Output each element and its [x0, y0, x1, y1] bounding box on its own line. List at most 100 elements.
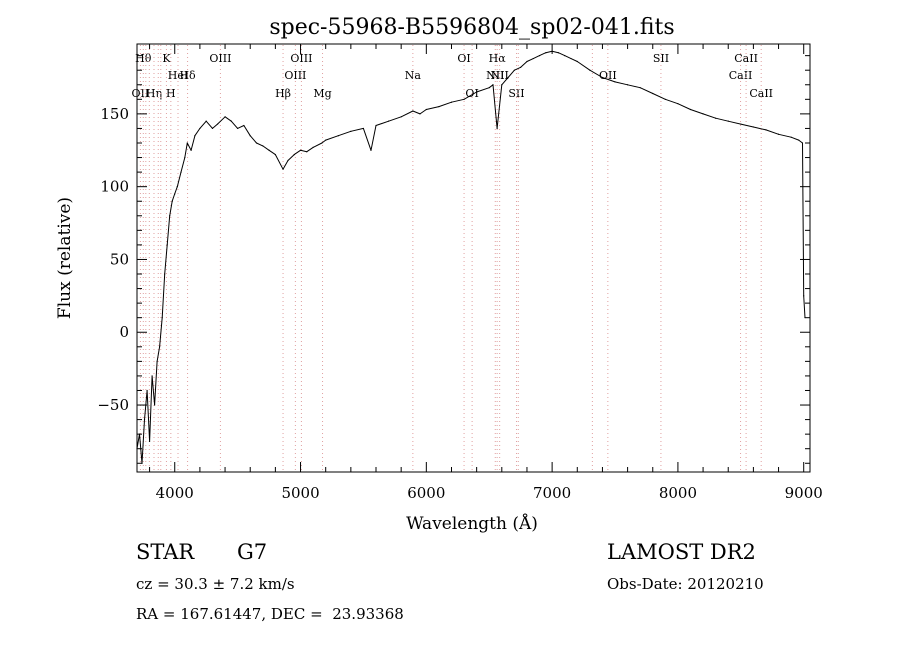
- spectrum-point-3: [143, 418, 146, 421]
- line-marker-label-14: OIII: [290, 52, 312, 65]
- series-layer: [136, 50, 806, 464]
- spectrum-point-62: [513, 69, 515, 71]
- object-class: STAR: [136, 540, 195, 564]
- spectral-subclass: G7: [237, 540, 268, 564]
- spectrum-point-49: [400, 116, 402, 118]
- line-marker-label-26: SII: [653, 52, 669, 65]
- spectrum-point-72: [576, 60, 578, 63]
- spectrum-point-18: [184, 156, 186, 159]
- spectrum-point-76: [626, 84, 629, 86]
- line-marker-label-20: Hα: [489, 52, 507, 65]
- line-marker-label-10: Hδ: [179, 69, 196, 82]
- spectrum-point-42: [325, 139, 327, 141]
- spectrum-point-55: [463, 98, 465, 100]
- spectrum-point-79: [664, 98, 666, 100]
- line-marker-label-16: Na: [405, 69, 422, 82]
- line-marker-label-28: CaII: [734, 52, 758, 65]
- spectrum-point-47: [375, 124, 377, 127]
- spectrum-point-26: [224, 116, 226, 118]
- spectrum-point-75: [614, 81, 616, 83]
- spectrum-point-33: [268, 149, 270, 151]
- y-tick-label-3: 100: [100, 178, 129, 196]
- line-marker-label-13: OIII: [284, 69, 306, 82]
- spectrum-point-86: [752, 126, 754, 128]
- spectrum-point-85: [740, 123, 742, 125]
- spectrum-point-40: [312, 146, 314, 148]
- spectrum-point-21: [194, 135, 196, 137]
- spectrum-point-34: [274, 154, 276, 156]
- line-marker-label-8: H: [166, 87, 176, 100]
- spectrum-point-48: [387, 120, 390, 122]
- spectrum-point-28: [237, 127, 239, 130]
- spectrum-point-60: [501, 84, 503, 86]
- emission-line-markers: OIIHθHηKHHeIHδOIIIHβOIIIOIIIMgNaOIOINIIH…: [132, 45, 773, 471]
- spectrum-point-52: [425, 108, 427, 111]
- spectrum-point-71: [570, 57, 572, 60]
- spectrum-point-69: [557, 52, 560, 54]
- spectrum-point-41: [321, 142, 323, 144]
- x-axis-label: Wavelength (Å): [406, 513, 538, 534]
- spectrum-point-23: [205, 120, 207, 122]
- spectrum-point-81: [689, 108, 692, 111]
- spectrum-point-70: [564, 55, 566, 57]
- spectrum-point-91: [801, 142, 804, 144]
- spectrum-point-74: [601, 76, 604, 79]
- spectrum-point-29: [243, 124, 245, 127]
- line-marker-label-21: NII: [491, 69, 509, 82]
- spectrum-point-22: [199, 127, 201, 130]
- line-marker-label-19: NII: [486, 69, 504, 82]
- spectrum-point-32: [262, 145, 264, 147]
- spectrum-point-19: [186, 142, 188, 144]
- spectrum-series-0: [136, 50, 806, 464]
- spectrum-point-77: [639, 87, 641, 89]
- spectrum-point-89: [790, 136, 792, 138]
- spectrum-point-37: [293, 154, 295, 156]
- spectrum-point-7: [154, 404, 156, 406]
- spectrum-point-78: [652, 92, 654, 95]
- spectrum-point-9: [159, 346, 161, 348]
- spectrum-point-61: [507, 76, 509, 79]
- y-tick-label-0: −50: [97, 396, 129, 414]
- x-tick-label-5: 9000: [785, 484, 823, 502]
- spectrum-point-88: [777, 133, 780, 135]
- spectrum-point-46: [370, 149, 372, 151]
- spectrum-point-30: [249, 135, 251, 137]
- spectrum-point-64: [526, 60, 528, 63]
- spectrum-point-45: [362, 127, 365, 130]
- spectrum-point-36: [287, 159, 289, 162]
- spectrum-point-14: [171, 200, 173, 202]
- spectrum-point-87: [765, 129, 767, 131]
- y-tick-label-1: 0: [119, 323, 129, 341]
- spectrum-point-5: [148, 440, 151, 443]
- spectrum-point-50: [412, 110, 414, 112]
- spectrum-point-58: [492, 84, 494, 86]
- spectrum-point-27: [230, 120, 232, 122]
- spectrum-point-84: [727, 120, 729, 122]
- line-marker-label-7: K: [162, 52, 171, 65]
- coordinates: RA = 167.61447, DEC = 23.93368: [136, 605, 404, 623]
- spectrum-point-83: [715, 117, 717, 119]
- survey-name: LAMOST DR2: [607, 540, 756, 564]
- redshift-text: cz = 30.3 ± 7.2 km/s: [136, 575, 295, 593]
- y-tick-label-2: 50: [110, 250, 129, 268]
- x-tick-label-2: 6000: [407, 484, 445, 502]
- x-tick-label-3: 7000: [533, 484, 571, 502]
- spectrum-point-31: [255, 142, 258, 144]
- spectrum-point-54: [450, 101, 453, 103]
- spectrum-point-43: [337, 135, 339, 137]
- spectrum-point-11: [164, 273, 166, 275]
- spectrum-point-25: [216, 123, 219, 125]
- spectrum-point-10: [161, 317, 163, 319]
- obs-date: Obs-Date: 20120210: [607, 575, 764, 593]
- spectrum-point-44: [350, 130, 352, 132]
- spectrum-point-51: [419, 113, 421, 115]
- spectrum-point-12: [166, 244, 168, 246]
- line-marker-label-0: OII: [132, 87, 150, 100]
- spectrum-point-35: [282, 168, 284, 170]
- spectrum-point-67: [545, 52, 547, 54]
- plot-frame: [136, 43, 811, 473]
- spectrum-point-15: [174, 193, 176, 195]
- line-marker-label-18: OI: [465, 87, 478, 100]
- spectrum-point-16: [176, 186, 178, 188]
